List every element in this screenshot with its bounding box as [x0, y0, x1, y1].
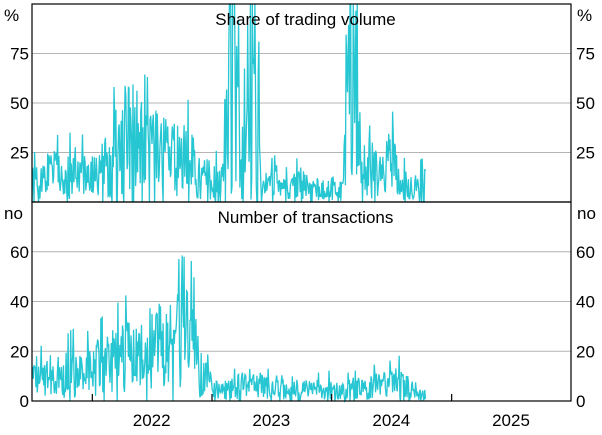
top-y-unit-right: % [577, 6, 592, 25]
top-panel: Share of trading volume % % 25 25 50 50 75 75 [4, 3, 595, 203]
x-axis: 2022 2023 2024 2025 [91, 394, 530, 430]
y-tick-label-left: 0 [20, 392, 29, 411]
series-line-transactions [31, 255, 427, 404]
bottom-panel-frame [31, 201, 572, 402]
x-tick-label: 2024 [372, 411, 410, 430]
bottom-y-unit-right: no [577, 204, 596, 223]
top-y-unit-left: % [4, 6, 19, 25]
y-tick-label-left: 25 [10, 144, 29, 163]
y-tick-label-right: 25 [576, 144, 595, 163]
y-tick-label-left: 50 [10, 94, 29, 113]
series-line-share [31, 3, 427, 203]
bottom-panel: Number of transactions no no 0 0 20 20 40 40 6… [4, 201, 596, 411]
y-tick-label-right: 20 [576, 342, 595, 361]
y-tick-label-left: 40 [10, 293, 29, 312]
x-tick-label: 2025 [492, 411, 530, 430]
x-tick-label: 2022 [133, 411, 171, 430]
y-tick-label-right: 60 [576, 243, 595, 262]
x-tick-label: 2023 [252, 411, 290, 430]
y-tick-label-right: 50 [576, 94, 595, 113]
bottom-panel-title: Number of transactions [218, 208, 394, 227]
y-tick-label-right: 75 [576, 45, 595, 64]
y-tick-label-left: 60 [10, 243, 29, 262]
y-tick-label-left: 75 [10, 45, 29, 64]
y-tick-label-left: 20 [10, 342, 29, 361]
bottom-y-unit-left: no [4, 204, 23, 223]
y-tick-label-right: 0 [576, 392, 585, 411]
top-panel-title: Share of trading volume [215, 10, 396, 29]
y-tick-label-right: 40 [576, 293, 595, 312]
